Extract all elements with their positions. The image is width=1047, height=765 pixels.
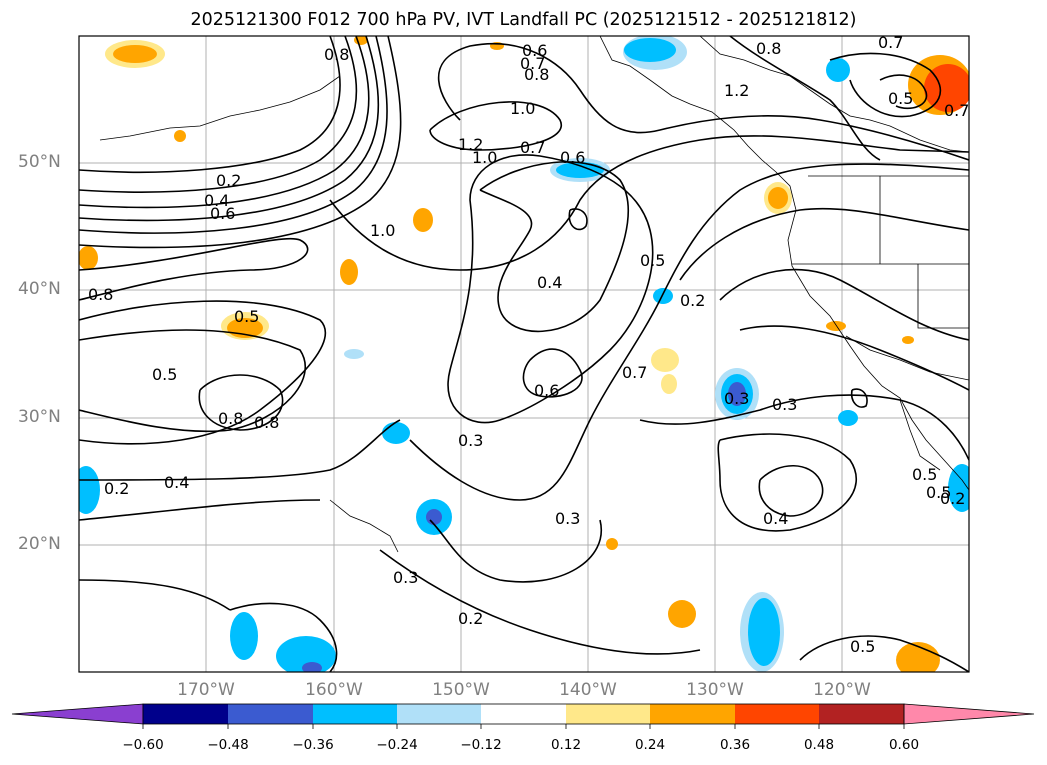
lon-label: 140°W (559, 680, 617, 700)
contour-label: 0.8 (524, 65, 549, 84)
contour-lines (79, 36, 969, 672)
lon-label: 130°W (686, 680, 744, 700)
colorbar-tick-label: −0.48 (207, 737, 249, 753)
contour-label: 0.4 (537, 273, 562, 292)
colorbar-tick-label: 0.60 (888, 737, 920, 753)
contour-label: 1.2 (458, 135, 483, 154)
contour-label: 1.0 (510, 99, 535, 118)
contour-label: 0.6 (522, 41, 547, 60)
contour-label: 0.8 (254, 413, 279, 432)
colorbar-swatch (819, 704, 904, 724)
contour-label: 0.6 (534, 381, 559, 400)
lon-label: 170°W (177, 680, 235, 700)
lon-label: 150°W (432, 680, 490, 700)
map-title: 2025121300 F012 700 hPa PV, IVT Landfall… (190, 10, 857, 30)
contour-label: 0.8 (218, 409, 243, 428)
lat-label: 50°N (18, 152, 61, 172)
shaded-anomaly-patches (79, 36, 969, 672)
colorbar-swatch (481, 704, 566, 724)
contour-label: 0.8 (756, 39, 781, 58)
contour-label: 0.8 (324, 45, 349, 64)
colorbar-tick-label: 0.48 (803, 737, 835, 753)
contour-label: 0.8 (88, 285, 113, 304)
contour-label: 1.0 (370, 221, 395, 240)
contour-label: 0.3 (458, 431, 483, 450)
contour-label: 0.2 (940, 489, 965, 508)
contour-label: 0.5 (640, 251, 665, 270)
contour-label: 0.7 (520, 54, 545, 73)
contour-label: 0.5 (888, 89, 913, 108)
contour-label: 0.4 (164, 473, 189, 492)
contour-label: 0.3 (555, 509, 580, 528)
colorbar-tick-label: 0.24 (634, 737, 666, 753)
lat-label: 40°N (18, 279, 61, 299)
contour-label: 0.5 (152, 365, 177, 384)
contour-label: 0.4 (204, 191, 229, 210)
lat-label: 30°N (18, 407, 61, 427)
colorbar-tick-label: −0.12 (460, 737, 502, 753)
contour-label: 0.5 (926, 483, 951, 502)
contour-label: 0.5 (234, 307, 259, 326)
colorbar-tick-label: −0.36 (292, 737, 334, 753)
contour-label: 0.5 (912, 465, 937, 484)
contour-label: 0.7 (944, 101, 969, 120)
contour-label: 0.7 (622, 363, 647, 382)
contour-label: 0.7 (878, 33, 903, 52)
colorbar-tick-label: −0.24 (376, 737, 418, 753)
contour-label: 0.5 (850, 637, 875, 656)
colorbar-swatch (11, 703, 144, 725)
lat-label: 20°N (18, 534, 61, 554)
contour-label: 0.2 (216, 171, 241, 190)
contour-label-group: 0.2 0.4 0.6 0.8 1.0 1.2 1.0 0.7 0.6 0.8 … (88, 33, 969, 656)
contour-label: 0.3 (724, 389, 749, 408)
colorbar-swatch (650, 704, 735, 724)
contour-label: 0.2 (104, 479, 129, 498)
plot-area (79, 36, 969, 672)
contour-label: 0.4 (763, 509, 788, 528)
contour-label: 1.0 (472, 148, 497, 167)
contour-label: 0.2 (680, 291, 705, 310)
contour-label: 0.6 (210, 204, 235, 223)
colorbar-swatch (143, 704, 228, 724)
contour-label: 0.2 (458, 609, 483, 628)
colorbar-swatch (228, 704, 313, 724)
colorbar-tick-label: −0.60 (122, 737, 164, 753)
colorbar (11, 703, 1035, 729)
lon-label: 120°W (813, 680, 871, 700)
contour-label: 0.3 (772, 395, 797, 414)
colorbar-tick-label: 0.12 (550, 737, 582, 753)
contour-label: 0.3 (393, 568, 418, 587)
colorbar-swatch (903, 703, 1035, 725)
contour-label: 0.7 (520, 138, 545, 157)
colorbar-swatch (397, 704, 481, 724)
colorbar-swatch (735, 704, 819, 724)
plot-frame (78, 35, 970, 673)
coastlines (99, 36, 969, 553)
colorbar-tick-label: 0.36 (719, 737, 751, 753)
colorbar-swatch (313, 704, 397, 724)
lon-label: 160°W (305, 680, 363, 700)
gridlines (79, 36, 969, 672)
colorbar-swatch (566, 704, 650, 724)
contour-label: 1.2 (724, 81, 749, 100)
contour-label: 0.6 (560, 148, 585, 167)
